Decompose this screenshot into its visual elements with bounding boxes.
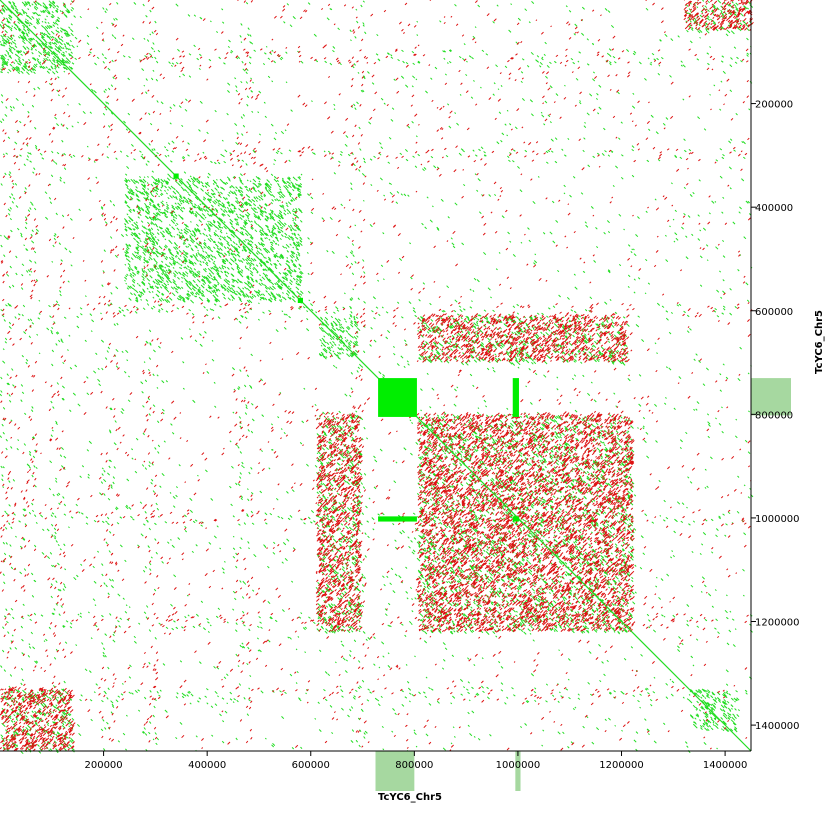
y-tick-label: 200000 [755,100,793,111]
y-tick-label: 800000 [755,410,793,421]
highlight-block-layer [173,173,519,522]
highlight-block [173,173,179,179]
x-coverage-track [375,751,415,791]
self-alignment-diagonal [0,0,752,752]
x-coverage-track [515,751,521,791]
x-tick-label: 1200000 [599,760,644,771]
tick-layer: 200000 400000 600000 800000 1000000 1200000 14… [84,100,799,771]
y-tick-label: 400000 [755,203,793,214]
x-tick-label: 1400000 [703,760,748,771]
y-axis-title: TcYC6_Chr5 [814,310,825,374]
y-coverage-track [751,378,791,416]
reverse-match-dots [0,0,754,752]
x-tick-label: 800000 [395,760,433,771]
x-axis-title: TcYC6_Chr5 [378,792,442,803]
y-tick-label: 1200000 [755,618,800,629]
highlight-block [378,516,417,522]
x-tick-label: 1000000 [496,760,541,771]
highlight-block [297,297,303,303]
y-tick-label: 1000000 [755,514,800,525]
highlight-block [378,378,417,417]
highlight-block [512,516,519,522]
axes-layer [0,0,752,752]
highlight-block [512,378,519,417]
coverage-track-layer [375,378,791,791]
x-tick-label: 400000 [188,760,226,771]
y-tick-label: 600000 [755,307,793,318]
x-tick-label: 200000 [84,760,122,771]
dot-layer [0,0,754,755]
x-tick-label: 600000 [292,760,330,771]
y-tick-label: 1400000 [755,721,800,732]
